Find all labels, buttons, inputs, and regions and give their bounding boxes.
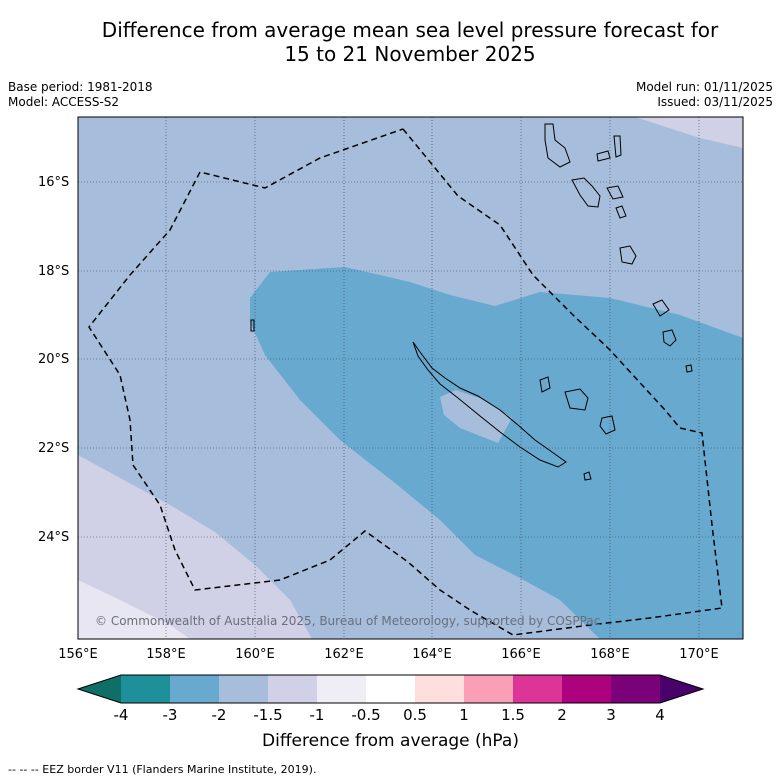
map-title: Difference from average mean sea level p… [0,18,781,66]
vanuatu-island-1 [544,123,571,168]
issued-date: Issued: 03/11/2025 [657,95,773,109]
lon-label-160e: 160°E [235,647,275,662]
model-run: Model run: 01/11/2025 [635,80,773,94]
colorbar-tick: -3 [162,706,178,724]
colorbar-tick: -1.5 [253,706,283,724]
vanuatu-island-7 [619,245,637,265]
lat-label-20s: 20°S [38,352,70,367]
vanuatu-island-9 [662,329,677,347]
colorbar [76,674,705,704]
colorbar-tick: 3 [606,706,616,724]
lat-label-22s: 22°S [38,441,70,456]
map-frame [77,116,744,640]
colorbar-tick: 2 [557,706,567,724]
meta-left: Base period: 1981-2018 Model: ACCESS-S2 [8,80,153,110]
colorbar-tick: 1.5 [501,706,525,724]
title-line-2: 15 to 21 November 2025 [284,42,536,66]
vanuatu-island-4 [571,177,601,208]
colorbar-swatch-9 [513,675,562,703]
title-line-1: Difference from average mean sea level p… [101,18,719,42]
lon-label-158e: 158°E [146,647,186,662]
coastlines [250,123,693,481]
model-name: Model: ACCESS-S2 [8,95,120,109]
lon-label-164e: 164°E [412,647,452,662]
colorbar-extend-min [78,675,121,703]
eez-footnote: -- -- -- EEZ border V11 (Flanders Marine… [8,763,317,776]
colorbar-swatch-6 [366,675,415,703]
loyalty-island-1 [539,376,551,393]
loyalty-island-2 [564,388,589,411]
lon-label-166e: 166°E [501,647,541,662]
new-caledonia-coast [412,341,567,468]
map-area [78,117,743,639]
colorbar-swatch-1 [121,675,170,703]
anomaly-region-light-ne [635,117,743,148]
lon-label-170e: 170°E [679,647,719,662]
vanuatu-island-10 [685,364,693,373]
chesterfield-islet [250,319,255,332]
anomaly-region-medium-island [440,390,512,443]
colorbar-swatch-7 [415,675,464,703]
lat-label-18s: 18°S [38,264,70,279]
base-period: Base period: 1981-2018 [8,80,153,94]
colorbar-tick: 0.5 [403,706,427,724]
anomaly-region-dark [250,267,743,639]
colorbar-tick: -2 [211,706,227,724]
copyright-notice: © Commonwealth of Australia 2025, Bureau… [95,614,601,628]
isle-of-pines [583,471,592,481]
loyalty-island-3 [599,415,616,435]
lon-label-168e: 168°E [590,647,630,662]
vanuatu-island-5 [606,185,624,200]
colorbar-swatch-3 [219,675,268,703]
lat-label-16s: 16°S [38,175,70,190]
colorbar-swatch-5 [317,675,366,703]
colorbar-swatch-4 [268,675,317,703]
colorbar-swatch-11 [611,675,660,703]
eez-border [88,128,723,636]
lon-label-156e: 156°E [58,647,98,662]
anomaly-region-lightest [78,580,190,639]
vanuatu-island-2 [596,150,611,162]
colorbar-tick: -0.5 [351,706,381,724]
lon-label-162e: 162°E [324,647,364,662]
colorbar-title: Difference from average (hPa) [262,731,519,751]
colorbar-swatch-8 [464,675,513,703]
colorbar-tick: 1 [459,706,469,724]
colorbar-tick: 4 [655,706,665,724]
vanuatu-island-3 [613,135,622,158]
colorbar-swatch-10 [562,675,611,703]
graticule [78,117,743,639]
colorbar-tick: -4 [113,706,129,724]
colorbar-tick: -1 [309,706,325,724]
anomaly-region-light-sw [78,455,312,639]
colorbar-outline [76,674,705,704]
colorbar-swatch-2 [170,675,219,703]
vanuatu-island-8 [652,299,670,317]
meta-right: Model run: 01/11/2025 Issued: 03/11/2025 [636,80,773,110]
vanuatu-island-6 [615,205,627,219]
colorbar-extend-max [660,675,703,703]
lat-label-24s: 24°S [38,530,70,545]
